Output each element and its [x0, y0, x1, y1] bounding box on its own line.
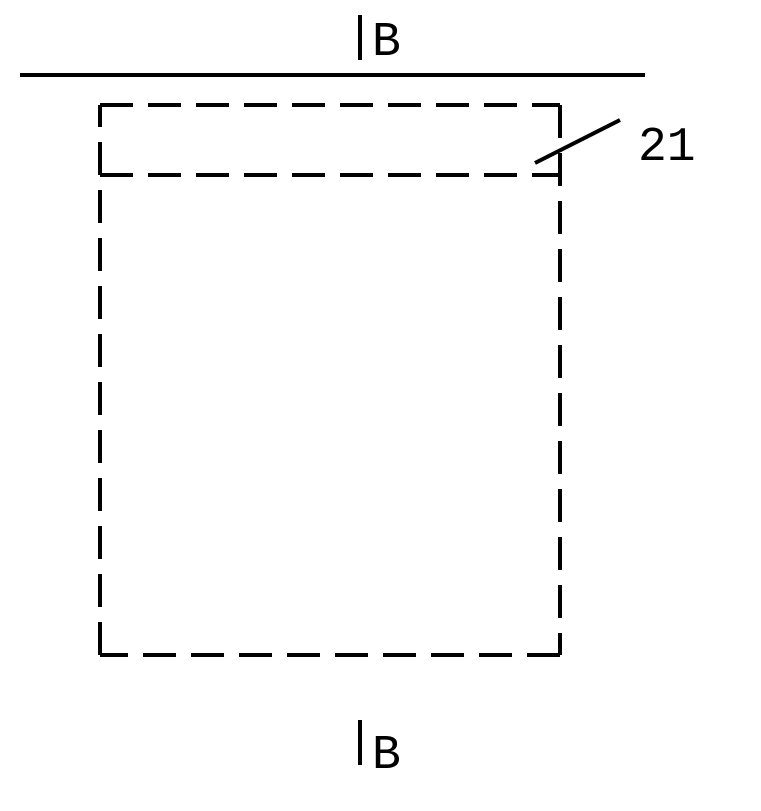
leader-label-21: 21 [638, 121, 696, 175]
section-label-bottom: B [372, 729, 401, 783]
section-label-top: B [372, 16, 401, 70]
leader-line-21 [535, 120, 620, 163]
